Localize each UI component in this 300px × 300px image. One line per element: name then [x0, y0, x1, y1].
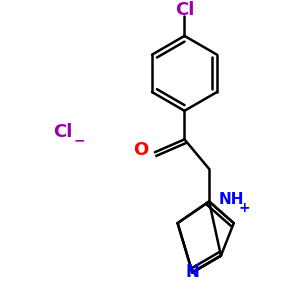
Text: −: −: [73, 134, 85, 147]
Text: Cl: Cl: [175, 1, 194, 19]
Text: +: +: [239, 201, 250, 215]
Text: Cl: Cl: [54, 124, 73, 142]
Text: NH: NH: [219, 192, 244, 207]
Text: N: N: [185, 263, 199, 281]
Text: O: O: [134, 141, 149, 159]
